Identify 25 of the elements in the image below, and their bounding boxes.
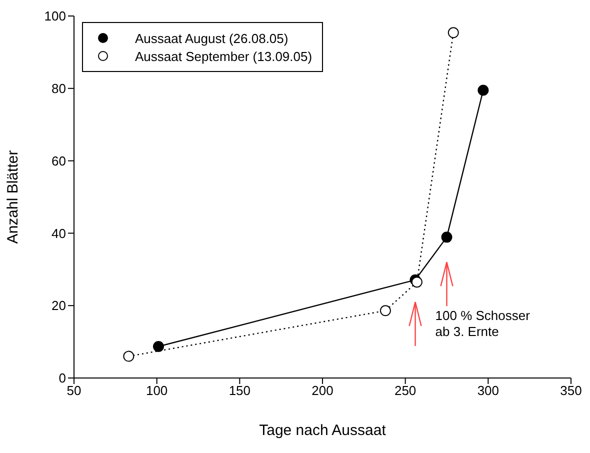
x-tick-label: 200 bbox=[312, 383, 334, 398]
x-tick-label: 350 bbox=[560, 383, 582, 398]
x-tick-label: 250 bbox=[394, 383, 416, 398]
point bbox=[411, 276, 422, 288]
point bbox=[478, 84, 489, 96]
y-tick-label: 80 bbox=[52, 81, 66, 96]
x-tick-label: 150 bbox=[228, 383, 251, 398]
point bbox=[448, 27, 459, 38]
y-tick-label: 40 bbox=[52, 226, 66, 241]
legend-label: Aussaat September (13.09.05) bbox=[135, 48, 312, 64]
point bbox=[441, 232, 452, 243]
y-tick-label: 20 bbox=[52, 298, 66, 314]
y-tick-label: 60 bbox=[52, 153, 66, 168]
legend-label: Aussaat August (26.08.05) bbox=[135, 30, 288, 46]
x-tick-label: 50 bbox=[66, 383, 82, 398]
x-tick-label: 300 bbox=[477, 383, 500, 398]
y-tick-label: 100 bbox=[44, 8, 66, 24]
point bbox=[380, 305, 391, 316]
point bbox=[123, 350, 134, 362]
y-axis-title: Anzahl Blätter bbox=[4, 150, 22, 244]
point bbox=[152, 341, 164, 352]
x-tick-label: 100 bbox=[146, 383, 168, 398]
y-tick-label: 0 bbox=[58, 370, 66, 386]
annotation: 100 % Schosser ab 3. Ernte bbox=[435, 308, 531, 339]
x-axis-title: Tage nach Aussaat bbox=[259, 422, 387, 439]
